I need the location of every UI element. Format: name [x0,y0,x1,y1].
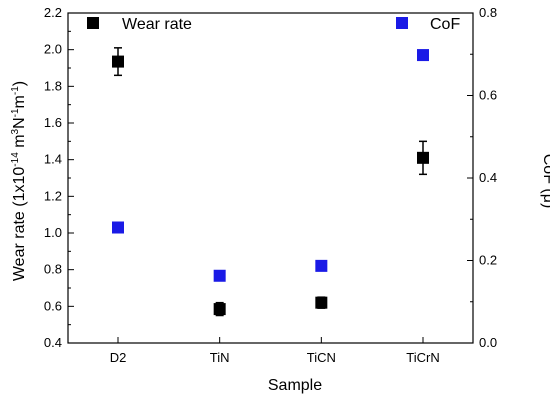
y-left-title-suffix: ) [11,81,28,86]
legend-label-cof: CoF [430,16,460,33]
plot-frame [67,12,474,344]
y-left-tick-label: 0.6 [44,298,62,313]
cof-point [315,259,328,272]
y-left-tick-label: 1.4 [44,152,62,167]
y-axis-right-title: CoF (μ) [540,154,550,209]
legend-swatch-cof [396,17,408,29]
cof-point [112,221,124,234]
plot-area: 0.4 0.6 0.8 1.0 1.2 1.4 1.6 1.8 2.0 2.2 0.0 0.2 0.4 0… [44,5,497,365]
y-right-tick-label: 0.8 [479,5,497,20]
x-tick-label: TiN [210,350,230,365]
y-left-title-prefix: Wear rate (1x10 [11,167,28,282]
y-left-tick-label: 1.0 [44,225,62,240]
legend-swatch-wear-rate [87,17,99,29]
x-tick-label: TiCrN [406,350,439,365]
y-right-tick-label: 0.2 [479,253,497,268]
y-right-tick-label: 0.6 [479,88,497,103]
y-left-tick-label: 1.2 [44,188,62,203]
y-left-title-mid2: N [11,117,28,129]
x-tick-label: D2 [110,350,127,365]
y-left-title-exp3: -1 [10,108,21,117]
y-left-tick-label: 0.8 [44,262,62,277]
y-left-title-exp1: -14 [10,152,21,167]
y-left-tick-label: 1.6 [44,115,62,130]
y-left-title-mid3: m [11,95,28,108]
y-axis-left-title: Wear rate (1x10-14 m3N-1m-1) [10,81,28,281]
x-tick-label: TiCN [307,350,336,365]
wear-rate-point [213,303,226,316]
wear-rate-point [315,296,328,309]
legend-label-wear-rate: Wear rate [122,16,192,33]
x-axis-title: Sample [268,377,322,394]
y-left-tick-label: 0.4 [44,335,62,350]
cof-point [213,269,226,282]
wear-rate-point [112,55,124,68]
y-right-tick-label: 0.4 [479,170,497,185]
y-left-tick-label: 2.2 [44,5,62,20]
y-left-tick-label: 2.0 [44,42,62,57]
y-left-title-exp4: -1 [10,86,21,95]
wear-rate-point [417,151,429,164]
y-left-title-exp2: 3 [10,128,21,134]
y-left-title-mid1: m [11,134,28,152]
y-left-tick-label: 1.8 [44,78,62,93]
cof-point [417,49,429,62]
y-right-tick-label: 0.0 [479,335,497,350]
